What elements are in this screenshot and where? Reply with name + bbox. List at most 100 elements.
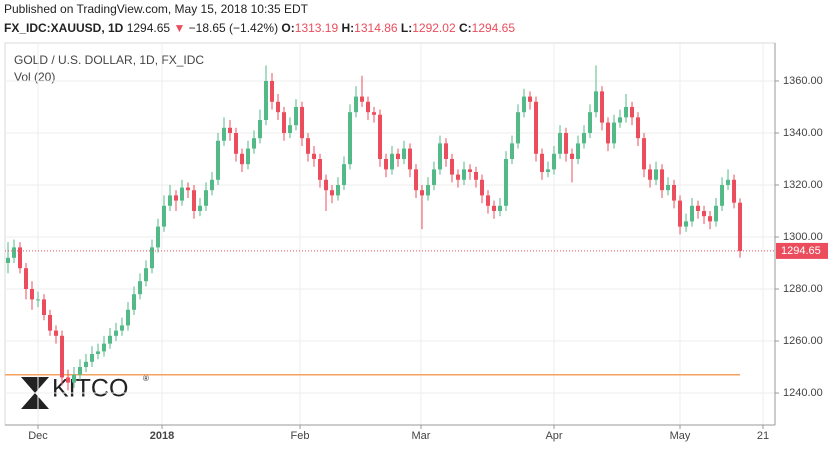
y-tick-label: 1260.00 xyxy=(783,335,823,347)
candle-body xyxy=(180,187,185,201)
candle-body xyxy=(264,80,269,120)
chart-title: GOLD / U.S. DOLLAR, 1D, FX_IDC xyxy=(14,53,204,67)
candle-body xyxy=(360,96,365,102)
candle-body xyxy=(414,169,419,191)
candle-body xyxy=(450,158,455,175)
symbol: FX_IDC:XAUUSD, 1D xyxy=(4,21,124,35)
candle-body xyxy=(312,153,317,159)
candle-body xyxy=(396,153,401,159)
candle-body xyxy=(714,205,719,222)
candle-body xyxy=(432,169,437,185)
candle-body xyxy=(516,112,521,144)
subtitle: Vol (20) xyxy=(14,70,55,84)
candle-body xyxy=(606,122,611,144)
candle-body xyxy=(576,143,581,159)
candle-body xyxy=(588,112,593,133)
candle-body xyxy=(6,257,11,263)
candle-body xyxy=(594,91,599,113)
candle-body xyxy=(642,138,647,170)
candle-body xyxy=(294,106,299,126)
candle-body xyxy=(174,195,179,201)
grid xyxy=(5,43,775,425)
candle-body xyxy=(630,106,635,118)
x-tick-label: Feb xyxy=(291,430,310,442)
candle-body xyxy=(648,169,653,180)
candle-body xyxy=(318,158,323,180)
candle-body xyxy=(324,179,329,191)
candle-body xyxy=(426,184,431,196)
candle-body xyxy=(504,158,509,206)
candle-body xyxy=(222,127,227,141)
x-tick-label: May xyxy=(670,430,691,442)
candle-body xyxy=(216,140,221,180)
candle-body xyxy=(54,330,59,336)
ohlc-label: H: xyxy=(342,21,355,35)
candle-body xyxy=(48,315,53,331)
candle-body xyxy=(438,143,443,170)
candle-body xyxy=(444,143,449,159)
ohlc-label: C: xyxy=(459,21,472,35)
candle-body xyxy=(348,112,353,165)
candle-body xyxy=(132,294,137,310)
candle-body xyxy=(84,361,89,368)
candle-body xyxy=(462,169,467,180)
x-tick-label: Mar xyxy=(412,430,431,442)
candle-body xyxy=(678,200,683,227)
candle-body xyxy=(480,179,485,196)
candle-body xyxy=(660,169,665,191)
candle-body xyxy=(738,202,743,251)
candle-body xyxy=(468,169,473,172)
last-price-box xyxy=(776,242,828,259)
candle-body xyxy=(168,195,173,206)
candle-body xyxy=(12,247,17,258)
candle-body xyxy=(378,114,383,159)
candle-body xyxy=(96,351,101,355)
candle-body xyxy=(144,268,149,282)
candle-body xyxy=(546,169,551,172)
candle-body xyxy=(270,80,275,102)
candle-body xyxy=(726,179,731,185)
candle-body xyxy=(528,96,533,102)
candle-body xyxy=(522,96,527,113)
published: Published on TradingView.com, May 15, 20… xyxy=(4,2,309,16)
ohlc-value: 1292.02 xyxy=(412,21,456,35)
candle-body xyxy=(558,132,563,154)
candle-body xyxy=(492,205,497,211)
candle-body xyxy=(276,101,281,113)
candle-body xyxy=(300,106,305,139)
candle-body xyxy=(246,148,251,165)
candle-body xyxy=(150,247,155,269)
candle-body xyxy=(240,153,245,165)
candle-body xyxy=(126,309,131,326)
candle-body xyxy=(204,190,209,206)
candle-body xyxy=(228,127,233,133)
candle-body xyxy=(570,153,575,159)
last-price-label: 1294.65 xyxy=(781,245,821,257)
candle-body xyxy=(288,125,293,133)
candle-body xyxy=(90,354,95,362)
x-tick-label: Dec xyxy=(28,430,48,442)
candle-body xyxy=(510,143,515,159)
candle-body xyxy=(258,119,263,139)
candle-body xyxy=(60,335,65,378)
candle-body xyxy=(486,195,491,206)
candle-body xyxy=(708,216,713,222)
candle-body xyxy=(456,174,461,180)
candle-body xyxy=(684,221,689,227)
y-tick-label: 1360.00 xyxy=(783,75,823,87)
candle-body xyxy=(372,112,377,115)
candle-body xyxy=(108,335,113,344)
logo-text: KITCO xyxy=(52,375,128,403)
logo: KITCO ® xyxy=(21,374,149,409)
candle-body xyxy=(156,226,161,248)
candle-body xyxy=(282,112,287,133)
candle-body xyxy=(138,281,143,295)
candle-body xyxy=(540,153,545,172)
ohlc-value: 1314.86 xyxy=(354,21,398,35)
ohlc-label: L: xyxy=(401,21,412,35)
candle-body xyxy=(402,148,407,159)
candle-body xyxy=(618,117,623,123)
candle-body xyxy=(636,117,641,139)
candle-body xyxy=(114,330,119,336)
y-tick-label: 1240.00 xyxy=(783,387,823,399)
